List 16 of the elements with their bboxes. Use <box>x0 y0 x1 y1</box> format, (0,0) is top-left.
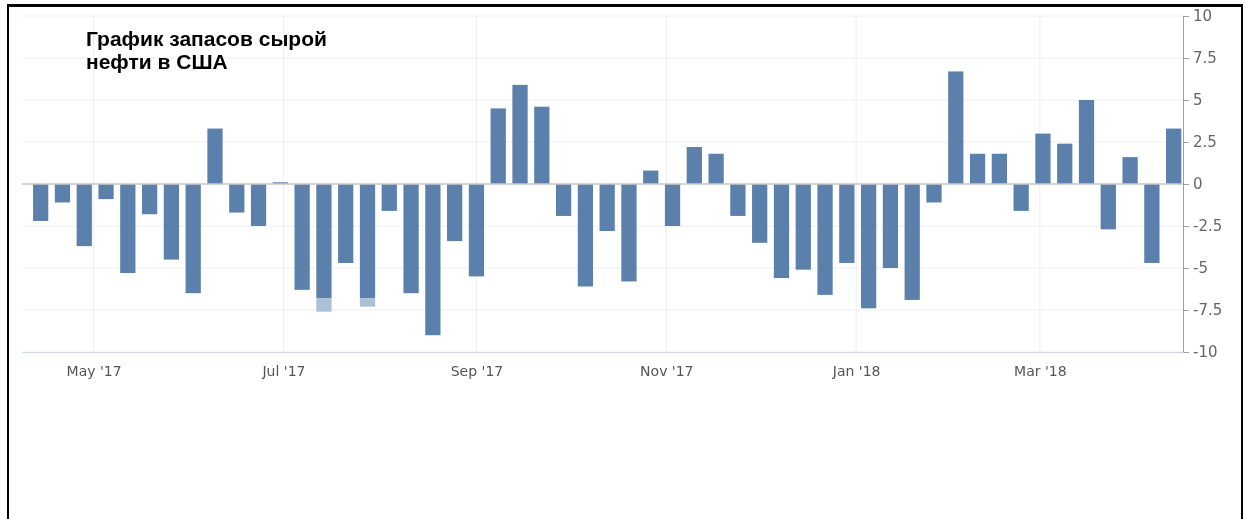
x-tick-label: Sep '17 <box>450 362 504 379</box>
x-tick-label: May '17 <box>66 362 122 379</box>
y-tick-label: -7.5 <box>1193 301 1223 320</box>
text: График запасов сырой нефти в США <box>86 27 327 74</box>
x-tick-label: Mar '18 <box>1014 362 1067 379</box>
y-tick-label: 7.5 <box>1193 49 1217 68</box>
y-tick-label: 10 <box>1193 7 1213 26</box>
x-tick-label: Jan '18 <box>831 362 881 379</box>
x-tick-label: Nov '17 <box>640 362 694 379</box>
x-tick-label: Jul '17 <box>261 362 306 379</box>
y-tick-label: -2.5 <box>1193 217 1223 236</box>
y-tick-label: 0 <box>1193 175 1203 194</box>
y-tick-label: -5 <box>1193 259 1208 278</box>
y-tick-label: -10 <box>1193 343 1218 362</box>
y-tick-label: 2.5 <box>1193 133 1217 152</box>
y-tick-label: 5 <box>1193 91 1203 110</box>
